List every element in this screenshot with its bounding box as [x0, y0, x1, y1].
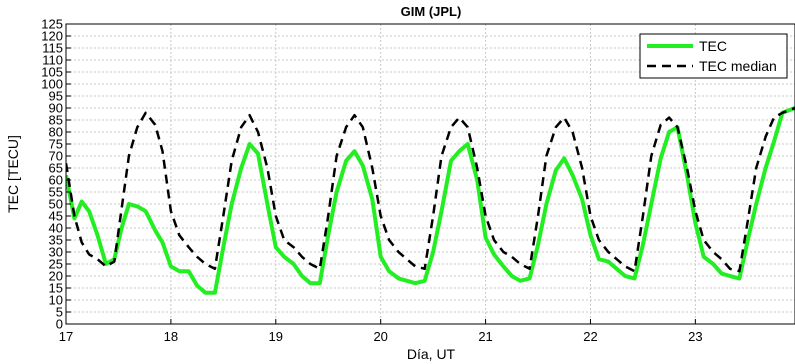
- y-tick-label: 10: [49, 293, 63, 308]
- y-tick-label: 45: [49, 209, 63, 224]
- x-tick-label: 21: [478, 329, 492, 344]
- y-tick-label: 85: [49, 113, 63, 128]
- y-tick-label: 20: [49, 269, 63, 284]
- x-axis-ticks: 17 18 19 20 21 22 23: [59, 319, 703, 344]
- y-tick-label: 75: [49, 137, 63, 152]
- y-tick-label: 30: [49, 245, 63, 260]
- y-tick-label: 120: [41, 29, 63, 44]
- series-line-tec-median: [66, 106, 795, 273]
- x-tick-label: 23: [688, 329, 702, 344]
- y-tick-label: 100: [41, 77, 63, 92]
- y-tick-label: 105: [41, 65, 63, 80]
- series-line-tec: [66, 106, 795, 295]
- x-tick-label: 22: [583, 329, 597, 344]
- y-tick-label: 90: [49, 101, 63, 116]
- y-axis-title: TEC [TECU]: [5, 135, 21, 213]
- y-tick-label: 95: [49, 89, 63, 104]
- chart-title: GIM (JPL): [401, 4, 462, 19]
- x-tick-label: 18: [164, 329, 178, 344]
- y-tick-label: 35: [49, 233, 63, 248]
- y-tick-label: 15: [49, 281, 63, 296]
- y-tick-label: 70: [49, 149, 63, 164]
- y-axis-ticks: 0510152025303540455055606570758085909510…: [41, 17, 71, 332]
- legend-label-tec-median: TEC median: [699, 58, 777, 74]
- series-lines: [66, 106, 795, 295]
- y-tick-label: 55: [49, 185, 63, 200]
- y-tick-label: 125: [41, 17, 63, 32]
- y-tick-label: 5: [56, 305, 63, 320]
- y-tick-label: 65: [49, 161, 63, 176]
- plot-border: [65, 23, 795, 325]
- x-tick-label: 20: [373, 329, 387, 344]
- x-tick-label: 19: [269, 329, 283, 344]
- y-tick-label: 50: [49, 197, 63, 212]
- legend: TEC TEC median: [639, 33, 788, 79]
- legend-label-tec: TEC: [699, 38, 727, 54]
- y-tick-label: 0: [56, 317, 63, 332]
- grid-lines: [66, 23, 795, 325]
- y-tick-label: 80: [49, 125, 63, 140]
- y-tick-label: 110: [42, 53, 63, 68]
- legend-box: [639, 33, 788, 79]
- x-tick-label: 17: [59, 329, 73, 344]
- y-tick-label: 40: [49, 221, 63, 236]
- y-tick-label: 115: [42, 41, 63, 56]
- y-tick-label: 60: [49, 173, 63, 188]
- x-axis-title: Día, UT: [407, 346, 456, 362]
- y-tick-label: 25: [49, 257, 63, 272]
